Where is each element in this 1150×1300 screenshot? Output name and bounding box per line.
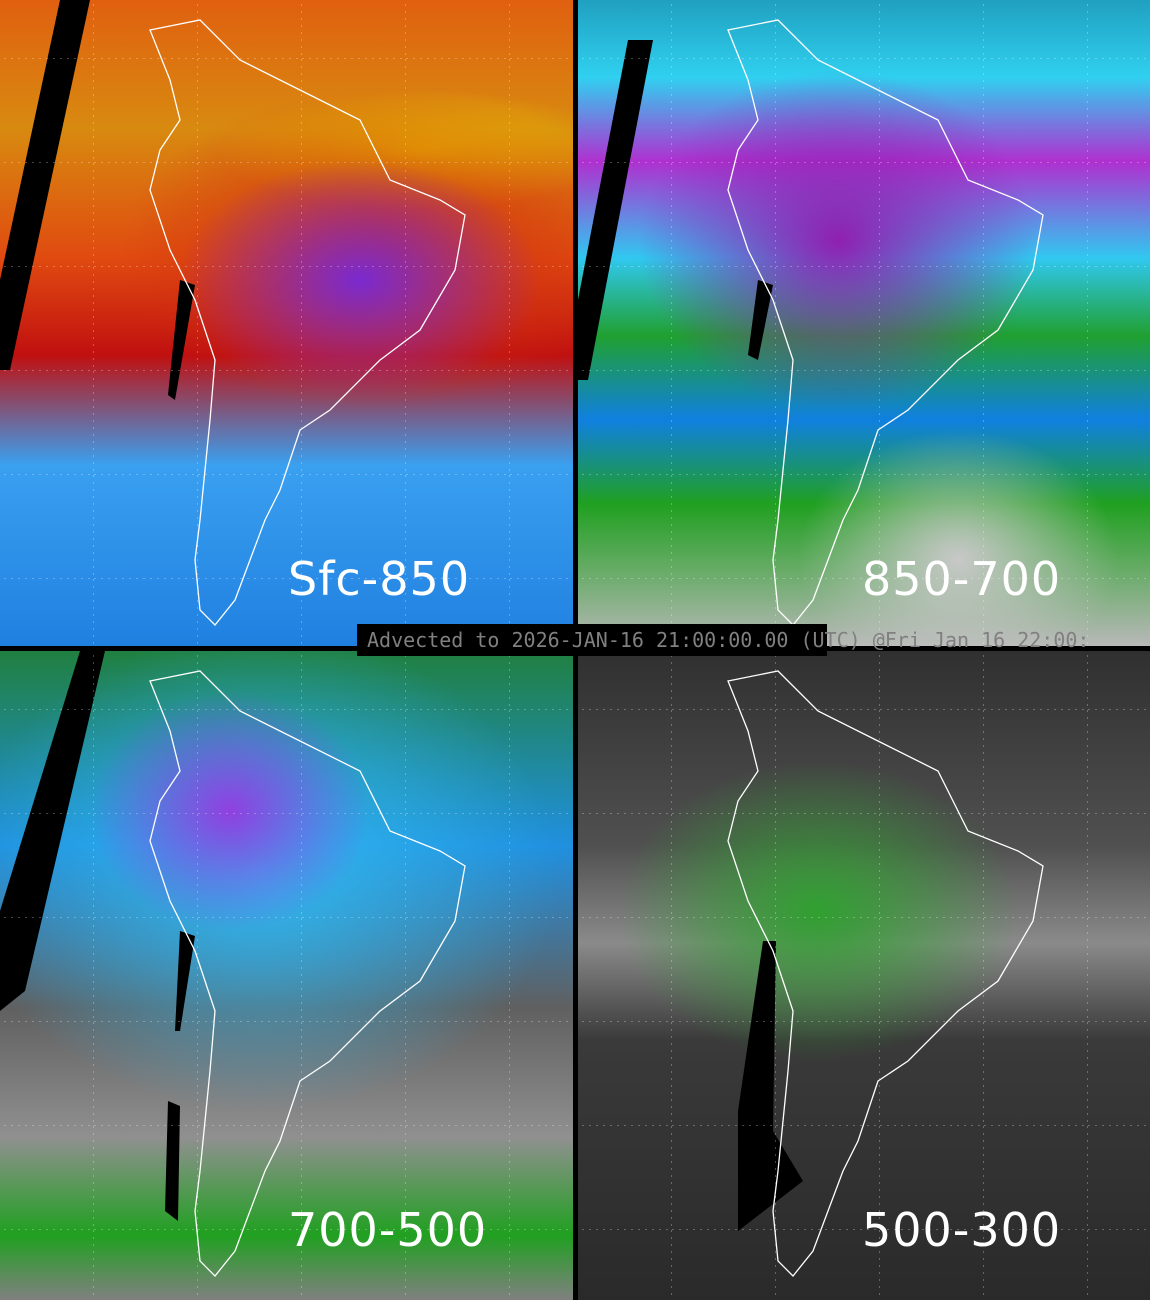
panel-500-300: 500-300 [578, 651, 1150, 1300]
layer-label: Sfc-850 [288, 552, 471, 606]
map-overlay [578, 0, 1150, 646]
panel-700-500: 700-500 [0, 651, 573, 1300]
data-gap-swath [175, 931, 195, 1031]
data-gap-swath [578, 40, 653, 380]
data-gap-swath [0, 651, 105, 1011]
data-gap-swath [168, 280, 195, 400]
data-gap-swath [738, 941, 803, 1231]
map-overlay [0, 0, 573, 646]
data-gap-swath [748, 280, 773, 360]
caption-text: Advected to 2026-JAN-16 21:00:00.00 (UTC… [367, 628, 1090, 652]
layer-label: 500-300 [862, 1203, 1062, 1257]
layer-label: 700-500 [288, 1203, 488, 1257]
data-gap-swath [165, 1101, 180, 1221]
coastline [149, 19, 466, 626]
layer-label: 850-700 [862, 552, 1062, 606]
data-gap-swath [0, 0, 90, 370]
coastline [727, 670, 1044, 1277]
coastline [149, 670, 466, 1277]
advection-caption: Advected to 2026-JAN-16 21:00:00.00 (UTC… [357, 624, 1150, 656]
coastline [727, 19, 1044, 626]
panel-sfc-850: Sfc-850 [0, 0, 573, 646]
panel-850-700: 850-700 [578, 0, 1150, 646]
